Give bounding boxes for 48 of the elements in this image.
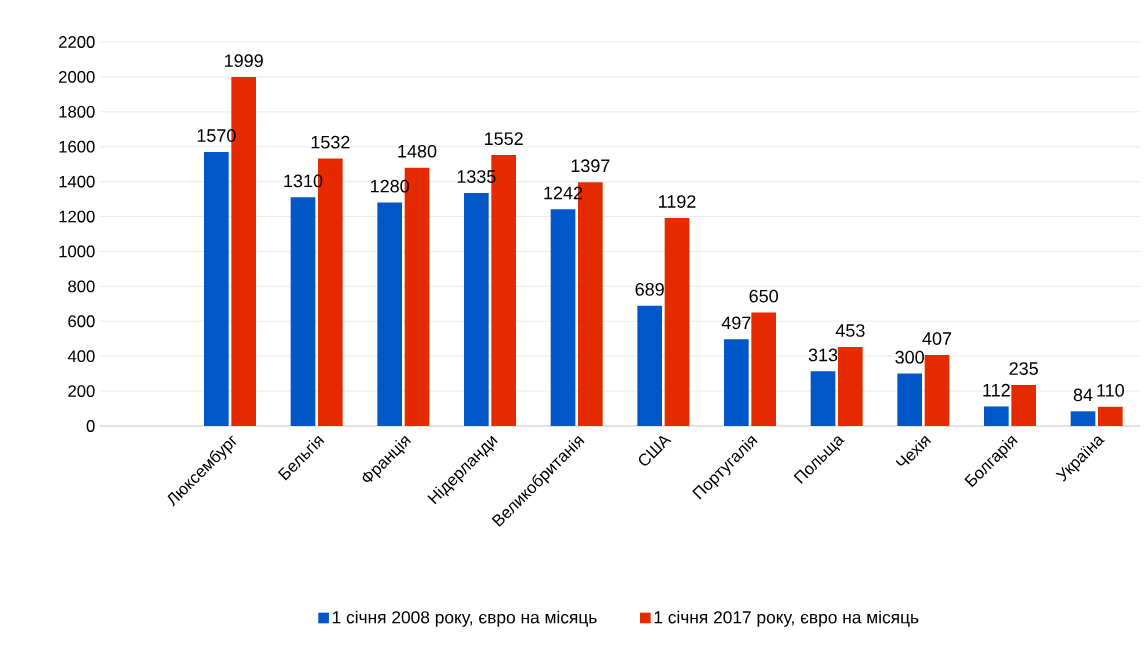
y-tick-label: 1800: [59, 105, 95, 118]
y-tick-label: 1000: [59, 245, 95, 258]
data-label: 689: [635, 282, 664, 296]
data-label: 1999: [225, 54, 263, 68]
data-label: 1532: [311, 135, 350, 149]
data-label: 300: [895, 350, 924, 364]
bar: [464, 192, 489, 426]
bar: [550, 209, 576, 426]
bar: [924, 354, 950, 426]
bar: [984, 406, 1009, 426]
bar: [838, 346, 863, 426]
data-label: 407: [922, 332, 952, 345]
legend-label: 1 січня 2017 року, євро на місяць: [654, 610, 919, 627]
data-label: 235: [1009, 362, 1038, 375]
data-label: 1397: [571, 159, 610, 173]
y-tick-label: 1600: [59, 140, 95, 153]
bar: [377, 202, 403, 426]
bar: [290, 197, 316, 426]
bar: [724, 339, 749, 426]
data-label: 112: [983, 383, 1010, 397]
data-label: 1552: [485, 132, 523, 146]
y-tick-label: 2000: [59, 71, 95, 83]
y-tick-label: 200: [68, 385, 95, 397]
data-label: 497: [721, 316, 751, 330]
data-label: 110: [1097, 384, 1124, 397]
y-tick-label: 0: [86, 420, 95, 432]
data-label: 84: [1073, 388, 1093, 402]
bar: [664, 217, 690, 426]
bar: [897, 373, 923, 426]
y-tick-label: 400: [67, 350, 95, 363]
y-tick-label: 800: [68, 280, 95, 293]
data-label: 453: [835, 324, 865, 337]
data-label: 313: [808, 348, 838, 362]
bar: [810, 371, 836, 426]
data-label: 1480: [398, 144, 437, 158]
y-tick-label: 1200: [59, 210, 95, 223]
y-tick-label: 1400: [59, 175, 95, 188]
data-label: 650: [749, 289, 778, 303]
bar: [1070, 411, 1096, 426]
bar: [1011, 384, 1037, 426]
y-tick-label: 600: [68, 315, 95, 328]
bar: [637, 305, 663, 426]
bar: [751, 312, 777, 426]
data-label: 1192: [659, 195, 696, 208]
bar: [1098, 406, 1123, 426]
legend-label: 1 січня 2008 року, євро на місяць: [332, 610, 597, 627]
bar: [204, 151, 229, 426]
y-tick-label: 2200: [59, 36, 95, 48]
